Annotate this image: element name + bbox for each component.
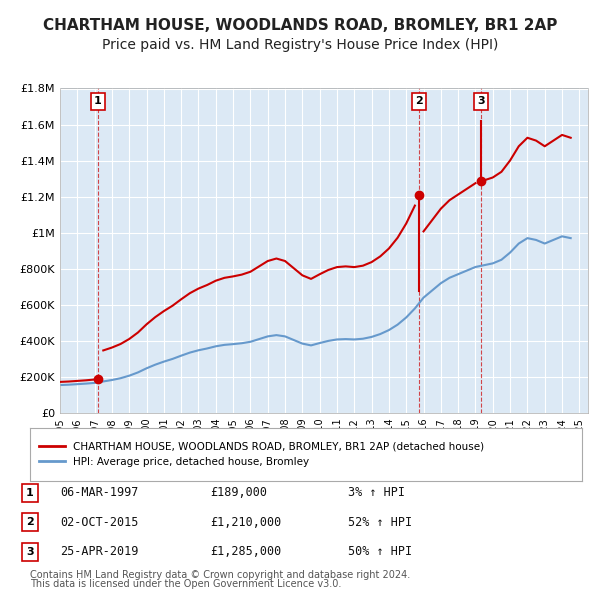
Text: £1,285,000: £1,285,000 [210, 545, 281, 558]
Text: 2: 2 [415, 97, 423, 106]
Text: 02-OCT-2015: 02-OCT-2015 [60, 516, 139, 529]
Text: 52% ↑ HPI: 52% ↑ HPI [348, 516, 412, 529]
Text: 3: 3 [26, 547, 34, 556]
Text: 50% ↑ HPI: 50% ↑ HPI [348, 545, 412, 558]
Text: 25-APR-2019: 25-APR-2019 [60, 545, 139, 558]
Text: £1,210,000: £1,210,000 [210, 516, 281, 529]
Text: Price paid vs. HM Land Registry's House Price Index (HPI): Price paid vs. HM Land Registry's House … [102, 38, 498, 53]
Text: 06-MAR-1997: 06-MAR-1997 [60, 486, 139, 499]
Text: 3: 3 [477, 97, 485, 106]
Text: This data is licensed under the Open Government Licence v3.0.: This data is licensed under the Open Gov… [30, 579, 341, 589]
Text: Contains HM Land Registry data © Crown copyright and database right 2024.: Contains HM Land Registry data © Crown c… [30, 571, 410, 580]
Text: 1: 1 [26, 488, 34, 497]
Text: 2: 2 [26, 517, 34, 527]
Legend: CHARTHAM HOUSE, WOODLANDS ROAD, BROMLEY, BR1 2AP (detached house), HPI: Average : CHARTHAM HOUSE, WOODLANDS ROAD, BROMLEY,… [35, 438, 488, 471]
Text: 3% ↑ HPI: 3% ↑ HPI [348, 486, 405, 499]
Text: 1: 1 [94, 97, 101, 106]
Text: £189,000: £189,000 [210, 486, 267, 499]
Text: CHARTHAM HOUSE, WOODLANDS ROAD, BROMLEY, BR1 2AP: CHARTHAM HOUSE, WOODLANDS ROAD, BROMLEY,… [43, 18, 557, 32]
